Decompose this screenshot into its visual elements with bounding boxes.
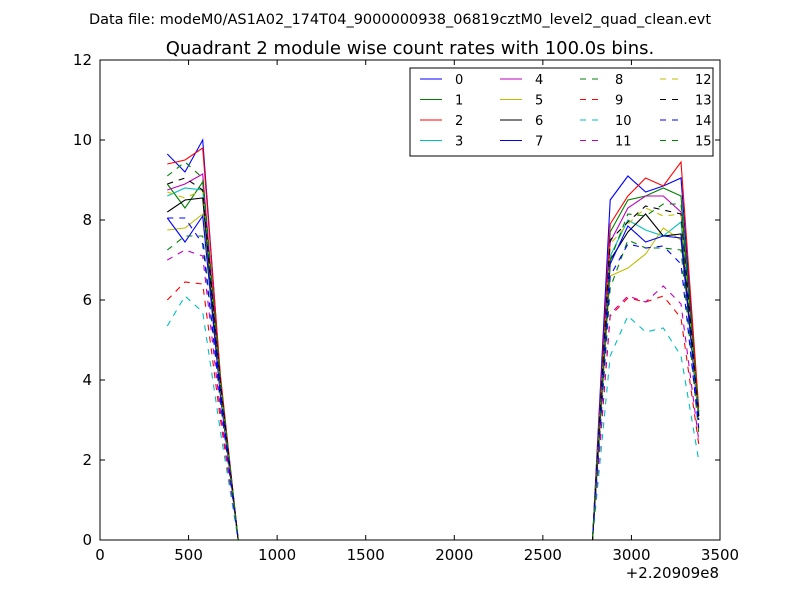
legend-label-10: 10: [615, 114, 632, 129]
legend-label-13: 13: [695, 94, 712, 109]
chart-title: Quadrant 2 module wise count rates with …: [166, 38, 655, 59]
series-10-line: [166, 295, 700, 540]
legend-label-7: 7: [535, 135, 543, 150]
series-15-line: [166, 161, 700, 540]
legend-box: [409, 67, 714, 157]
legend-label-1: 1: [455, 94, 463, 109]
legend-label-12: 12: [695, 73, 712, 88]
legend-label-11: 11: [615, 135, 632, 150]
suptitle: Data file: modeM0/AS1A02_174T04_90000009…: [89, 12, 711, 28]
series-2-line: [167, 147, 700, 540]
series-layer: [166, 138, 700, 540]
y-tick-label: 10: [73, 131, 92, 149]
legend-label-2: 2: [455, 114, 463, 129]
x-tick-label: 3000: [612, 546, 650, 564]
x-offset-label: +2.20909e8: [626, 564, 719, 582]
x-tick-label: 1000: [258, 546, 296, 564]
series-8-line: [166, 235, 700, 540]
y-tick-label: 6: [82, 291, 92, 309]
legend-label-3: 3: [455, 135, 463, 150]
series-13-line: [167, 177, 700, 540]
y-tick-label: 4: [82, 371, 92, 389]
x-tick-label: 0: [95, 546, 105, 564]
y-tick-label: 2: [82, 451, 92, 469]
legend-label-15: 15: [695, 135, 712, 150]
plot-frame: [99, 59, 721, 541]
y-tick-label: 12: [73, 51, 92, 69]
legend-label-4: 4: [535, 73, 543, 88]
series-7-line: [166, 214, 700, 540]
legend-label-5: 5: [535, 94, 543, 109]
y-tick-label: 8: [82, 211, 92, 229]
legend-label-9: 9: [615, 94, 623, 109]
series-3-line: [167, 187, 700, 540]
x-tick-label: 3500: [701, 546, 739, 564]
legend-label-6: 6: [535, 114, 543, 129]
legend-label-14: 14: [695, 114, 712, 129]
y-tick-label: 0: [82, 531, 92, 549]
legend-label-0: 0: [455, 73, 463, 88]
x-tick-label: 1500: [347, 546, 385, 564]
legend-label-8: 8: [615, 73, 623, 88]
x-tick-label: 500: [174, 546, 203, 564]
x-tick-label: 2500: [524, 546, 562, 564]
series-0-line: [166, 138, 700, 540]
series-5-line: [167, 212, 700, 540]
x-tick-label: 2000: [435, 546, 473, 564]
